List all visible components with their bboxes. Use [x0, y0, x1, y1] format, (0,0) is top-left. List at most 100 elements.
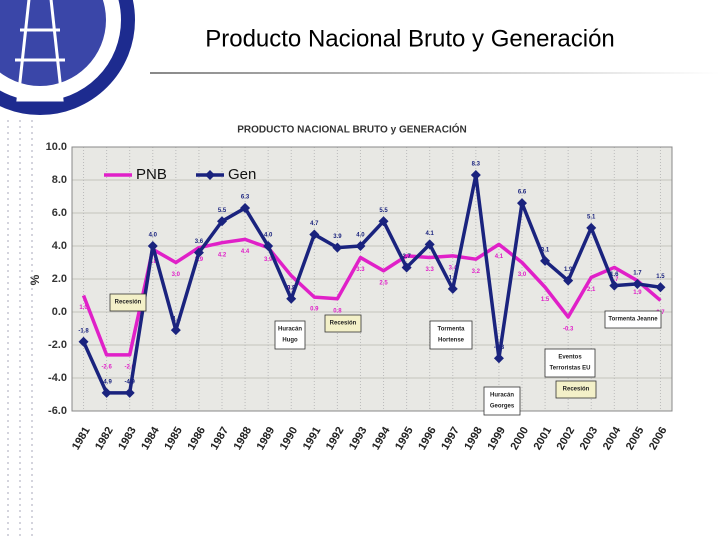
x-tick-label: 1995	[393, 425, 416, 452]
data-label: 3.3	[356, 267, 365, 273]
x-tick-label: 1993	[347, 425, 370, 452]
data-label: 0.8	[333, 308, 342, 314]
x-tick-label: 1991	[301, 425, 324, 452]
annotation-text: Tormenta	[438, 327, 466, 333]
x-tick-label: 1992	[324, 425, 347, 452]
point	[493, 353, 504, 364]
annotation-box	[483, 386, 521, 416]
annotation-box	[555, 380, 597, 399]
data-label: 4.0	[264, 233, 273, 239]
annotation-text: Hortense	[438, 338, 465, 344]
data-label: 1.6	[610, 272, 619, 278]
point	[170, 325, 181, 336]
annotation-text: Recesión	[115, 300, 142, 306]
data-label: 1.0	[79, 305, 88, 311]
point	[240, 203, 251, 214]
data-label: 5.5	[218, 208, 227, 214]
data-label: 3.2	[472, 269, 481, 275]
point	[655, 282, 666, 293]
y-tick-label: -6.0	[48, 405, 67, 417]
data-label: 3.4	[449, 265, 458, 271]
data-label: 0.8	[287, 285, 296, 291]
point	[586, 222, 597, 233]
point	[632, 278, 643, 289]
data-label: 1.9	[633, 290, 642, 296]
y-tick-label: 8.0	[52, 174, 67, 186]
annotation-text: Huracán	[278, 327, 302, 333]
annotation-text: Terroristas EU	[550, 366, 591, 372]
data-label: 6.3	[241, 195, 250, 201]
legend-label: PNB	[136, 166, 167, 183]
y-tick-label: -4.0	[48, 372, 67, 384]
point	[378, 216, 389, 227]
data-label: 6.6	[518, 190, 527, 196]
point	[563, 275, 574, 286]
y-tick-label: 10.0	[46, 141, 67, 153]
x-tick-label: 1987	[208, 425, 231, 452]
y-tick-label: 6.0	[52, 207, 67, 219]
data-label: 4.1	[426, 231, 435, 237]
data-label: -2.8	[494, 345, 505, 351]
legend-marker	[205, 170, 215, 180]
data-label: 1.4	[449, 275, 458, 281]
x-tick-label: 1986	[185, 425, 208, 452]
point	[286, 293, 297, 304]
point	[147, 241, 158, 251]
data-label: 5.5	[379, 208, 388, 214]
data-label: 3.1	[541, 247, 550, 253]
annotation-text: Huracán	[490, 393, 514, 399]
x-tick-label: 2005	[624, 425, 647, 452]
data-label: 4.0	[356, 233, 365, 239]
data-label: -1.8	[78, 328, 89, 334]
data-label: 2.5	[379, 280, 388, 286]
data-label: -2.6	[125, 364, 136, 370]
annotation-box	[109, 293, 147, 312]
x-tick-label: 1984	[139, 424, 162, 452]
x-tick-label: 2002	[555, 425, 578, 452]
plot-border	[71, 146, 673, 412]
data-label: 3.8	[149, 259, 158, 265]
x-tick-label: 1982	[93, 425, 116, 452]
point	[263, 241, 274, 251]
x-tick-label: 2000	[508, 425, 531, 452]
point	[424, 239, 435, 250]
x-tick-label: 1999	[485, 425, 508, 452]
data-label: 8.3	[472, 162, 481, 168]
x-tick-label: 1989	[255, 425, 278, 452]
annotation-text: Recesión	[330, 321, 357, 327]
point	[470, 170, 481, 181]
data-label: 3.3	[426, 267, 435, 273]
annotation-text: Georges	[490, 404, 515, 410]
y-axis-label: %	[28, 274, 42, 285]
data-label: 3.0	[518, 272, 527, 278]
title-rule	[150, 72, 720, 74]
annotation-box	[544, 348, 596, 378]
data-label: 4.0	[149, 233, 158, 239]
annotation-text: Hugo	[282, 338, 298, 344]
point	[78, 336, 89, 347]
data-label: 3.6	[195, 239, 204, 245]
x-tick-label: 1998	[462, 425, 485, 452]
data-label: 3.0	[172, 272, 181, 278]
x-tick-label: 1981	[70, 425, 93, 452]
data-label: -2.6	[101, 364, 112, 370]
y-tick-label: 0.0	[52, 306, 67, 318]
x-tick-label: 1985	[162, 425, 185, 452]
x-tick-label: 1996	[416, 425, 439, 452]
point	[447, 283, 458, 294]
data-label: 4.2	[218, 252, 227, 258]
annotation-text: Recesión	[563, 387, 590, 393]
point	[609, 280, 620, 291]
data-label: 1.5	[656, 274, 665, 280]
data-label: -1.1	[171, 317, 182, 323]
annotation-box	[604, 310, 662, 329]
data-label: 2.7	[610, 277, 619, 283]
data-label: 3.9	[264, 257, 273, 263]
point	[309, 229, 320, 240]
x-tick-label: 1988	[232, 425, 255, 452]
data-label: -0.3	[563, 327, 574, 333]
x-tick-label: 2006	[647, 425, 670, 452]
annotation-box	[429, 320, 473, 350]
data-label: 3.9	[195, 257, 204, 263]
